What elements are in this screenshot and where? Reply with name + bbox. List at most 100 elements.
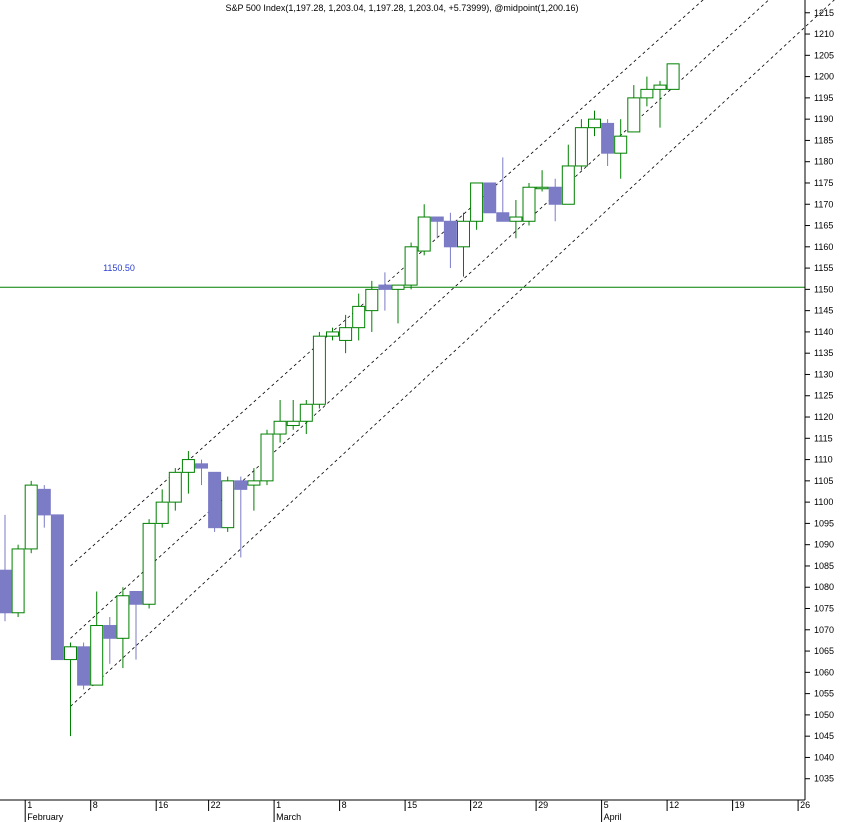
y-tick-label: 1200 [814,72,834,82]
candle-body-up [247,480,261,486]
support-line-label: 1150.50 [103,263,135,273]
y-tick-label: 1140 [814,327,833,337]
candle-body-up [326,331,339,337]
candle [365,280,379,332]
y-tick-label: 1040 [814,752,834,762]
candle-body-up [352,305,366,329]
candle-body-up [653,84,667,90]
candle [64,642,77,737]
y-tick-label: 1100 [814,497,833,507]
candle [378,272,392,311]
candle [234,476,248,558]
x-axis: 1 8 16 22 1 8 15 22 29 5 12 19 26 February March April [24,800,810,822]
candle-body-down [378,284,392,290]
candles-layer [0,63,680,737]
y-tick-label: 1115 [814,433,833,443]
x-tick-label: 16 [158,800,168,810]
candle [103,617,117,664]
y-tick-label: 1160 [814,242,833,252]
candle [483,182,497,214]
candle [443,212,457,269]
candle-body-down [195,463,208,469]
candle-body-down [50,514,64,661]
candle [326,327,339,341]
candle [653,80,667,128]
candle-body-down [77,646,91,686]
candle [155,489,169,528]
candle [509,200,523,239]
y-tick-label: 1165 [814,221,833,231]
y-tick-label: 1045 [814,731,834,741]
candle [404,242,418,290]
y-tick-label: 1145 [814,306,833,316]
candle [11,544,25,618]
candle [273,400,287,443]
candle [299,400,313,435]
chart-title: S&P 500 Index(1,197.28, 1,203.04, 1,197.… [226,3,579,13]
candle-body-down [601,122,615,154]
y-tick-label: 1215 [814,8,834,18]
candle [352,293,366,341]
candle [90,591,104,686]
candle [129,590,143,660]
candle-body-up [417,216,431,252]
candle-body-up [391,284,405,290]
candle-body-up [24,484,38,550]
candle-body-down [103,625,117,639]
candle [286,400,300,430]
candle [312,331,326,409]
candle [470,182,484,230]
candle [77,642,91,690]
candle [142,519,156,609]
candle-body-up [666,63,680,90]
candle [457,212,470,277]
candle [496,157,510,222]
candle-body-up [404,246,418,286]
candle [260,429,274,486]
x-tick-label: 22 [473,800,483,810]
candle-body-down [443,220,457,248]
y-tick-label: 1210 [814,29,834,39]
candle [221,476,235,532]
y-tick-label: 1125 [814,391,833,401]
x-month-label: February [27,812,64,822]
candle [588,110,601,137]
x-tick-label: 22 [211,800,221,810]
candle-body-up [260,433,274,482]
candle-body-up [221,480,235,529]
candle-body-down [234,480,248,490]
candle-body-up [90,625,104,686]
y-tick-label: 1080 [814,582,834,592]
candle-body-up [574,127,588,167]
candle-body-down [496,212,510,222]
candle [666,63,680,90]
candle [208,471,222,532]
x-month-label: April [604,812,622,822]
candle [391,284,405,324]
candle-body-up [299,403,313,422]
candle-body-up [588,118,601,129]
y-tick-label: 1085 [814,561,834,571]
candle [339,314,353,354]
candle [522,182,536,226]
candle-body-down [129,590,143,605]
candle-body-down [208,471,222,529]
candle [195,459,208,486]
candle [614,119,628,179]
candle [601,119,615,166]
candle-body-up [273,420,287,435]
candle-body-up [64,646,77,661]
candle [430,216,444,239]
y-tick-label: 1135 [814,348,833,358]
x-tick-label: 1 [276,800,281,810]
candle-body-down [548,186,562,205]
y-tick-label: 1060 [814,667,834,677]
candle [574,119,588,171]
y-axis: 1035 1040 1045 1050 1055 1060 1065 1070 1075 1080… [805,8,834,784]
x-tick-label: 15 [407,800,417,810]
candle [116,587,130,669]
y-tick-label: 1075 [814,604,834,614]
y-tick-label: 1205 [814,50,834,60]
